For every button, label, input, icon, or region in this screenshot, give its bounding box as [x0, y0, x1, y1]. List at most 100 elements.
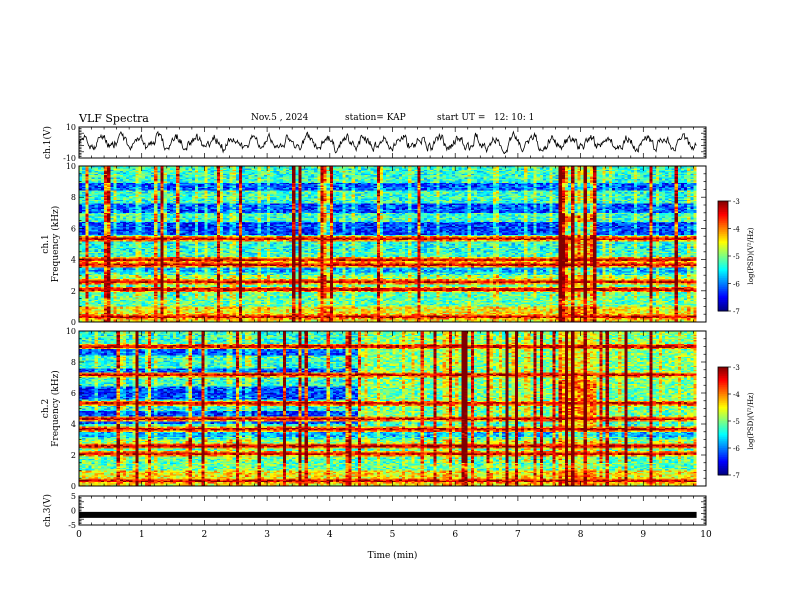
colorbar-swatch — [718, 234, 728, 237]
colorbar-swatch — [718, 279, 728, 283]
colorbar-swatch — [718, 254, 728, 257]
colorbar-swatch — [718, 213, 728, 217]
colorbar-swatch — [718, 367, 728, 370]
colorbar-swatch — [718, 379, 728, 382]
colorbar-swatch — [718, 453, 728, 456]
colorbar-swatch — [718, 431, 728, 435]
colorbar-tick-label: -4 — [733, 391, 740, 399]
start-time-label: start UT = 12: 10: 1 — [437, 113, 535, 123]
colorbar-swatch — [718, 263, 728, 266]
colorbar-swatch — [718, 250, 728, 253]
colorbar-tick-label: -4 — [733, 226, 740, 234]
y-tick-label: 6 — [71, 389, 76, 398]
ch1-spectrogram-ylabel: Frequency (kHz) — [50, 206, 61, 283]
colorbar-swatch — [718, 204, 728, 207]
colorbar-swatch — [718, 377, 728, 381]
colorbar-swatch — [718, 230, 728, 233]
colorbar-swatch — [718, 471, 728, 474]
colorbar-swatch — [718, 372, 728, 375]
colorbar-swatch — [718, 449, 728, 453]
colorbar-swatch — [718, 268, 728, 272]
ch3-waveform-ylabel: ch.3(V) — [42, 494, 53, 527]
colorbar-swatch — [718, 440, 728, 444]
y-tick-label: 0 — [71, 318, 76, 327]
colorbar-swatch — [718, 381, 728, 384]
colorbar-tick-label: -5 — [733, 253, 740, 261]
colorbar-swatch — [718, 289, 728, 292]
colorbar-swatch — [718, 394, 728, 397]
colorbar-swatch — [718, 259, 728, 262]
colorbar-swatch — [718, 446, 728, 449]
colorbar-swatch — [718, 439, 728, 442]
ch2-spectrogram-ylabel: Frequency (kHz) — [50, 370, 61, 447]
colorbar-swatch — [718, 294, 728, 297]
colorbar-swatch — [718, 252, 728, 255]
y-tick-label: 10 — [66, 123, 76, 132]
colorbar-swatch — [718, 272, 728, 275]
colorbar-swatch — [718, 404, 728, 408]
colorbar-swatch — [718, 458, 728, 462]
colorbar-swatch — [718, 419, 728, 422]
figure-title: VLF Spectra — [79, 112, 149, 125]
colorbar-swatch — [718, 274, 728, 277]
x-tick-label: 9 — [640, 530, 646, 540]
colorbar-swatch — [718, 392, 728, 395]
colorbar-swatch — [718, 261, 728, 264]
ch2-spectrogram-title: ch.2 — [41, 399, 51, 418]
colorbar-swatch — [718, 430, 728, 433]
colorbar-swatch — [718, 287, 728, 290]
y-tick-label: 0 — [71, 507, 76, 516]
colorbar-swatch — [718, 300, 728, 303]
colorbar-swatch — [718, 212, 728, 215]
colorbar-swatch — [718, 395, 728, 399]
colorbar-swatch — [718, 296, 728, 299]
colorbar-swatch — [718, 368, 728, 372]
colorbar-swatch — [718, 208, 728, 211]
colorbar-swatch — [718, 370, 728, 373]
colorbar-swatch — [718, 412, 728, 415]
colorbar-swatch — [718, 223, 728, 226]
colorbar-swatch — [718, 374, 728, 377]
colorbar-swatch — [718, 276, 728, 279]
colorbar-swatch — [718, 267, 728, 270]
colorbar-swatch — [718, 460, 728, 463]
colorbar-swatch — [718, 265, 728, 268]
colorbar-swatch — [718, 386, 728, 390]
y-tick-label: 5 — [71, 492, 76, 501]
colorbar-swatch — [718, 462, 728, 465]
colorbar-tick-label: -6 — [733, 445, 740, 453]
colorbar-swatch — [718, 397, 728, 400]
x-tick-label: 1 — [139, 530, 145, 540]
colorbar-swatch — [718, 444, 728, 447]
colorbar-swatch — [718, 243, 728, 246]
colorbar-swatch — [718, 417, 728, 420]
colorbar-swatch — [718, 406, 728, 409]
colorbar-swatch — [718, 237, 728, 240]
colorbar-swatch — [718, 428, 728, 431]
colorbar-swatch — [718, 239, 728, 242]
colorbar-swatch — [718, 383, 728, 386]
colorbar-swatch — [718, 248, 728, 251]
colorbar-swatch — [718, 285, 728, 288]
colorbar-swatch — [718, 283, 728, 286]
x-tick-label: 7 — [515, 530, 521, 540]
colorbar-label: log(PSD)(V²/Hz) — [747, 227, 755, 284]
x-tick-label: 4 — [327, 530, 333, 540]
colorbar-swatch — [718, 388, 728, 391]
y-tick-label: 8 — [71, 358, 76, 367]
colorbar-swatch — [718, 433, 728, 436]
colorbar-swatch — [718, 305, 728, 308]
colorbar-swatch — [718, 217, 728, 220]
colorbar-swatch — [718, 224, 728, 228]
colorbar-swatch — [718, 278, 728, 281]
colorbar-tick-label: -3 — [733, 364, 740, 372]
colorbar-swatch — [718, 408, 728, 411]
station-label: station= KAP — [345, 113, 406, 123]
colorbar-swatch — [718, 257, 728, 261]
colorbar-tick-label: -6 — [733, 281, 740, 289]
colorbar-swatch — [718, 290, 728, 294]
y-tick-label: 6 — [71, 224, 76, 233]
colorbar-swatch — [718, 235, 728, 239]
y-tick-label: 2 — [71, 287, 76, 296]
